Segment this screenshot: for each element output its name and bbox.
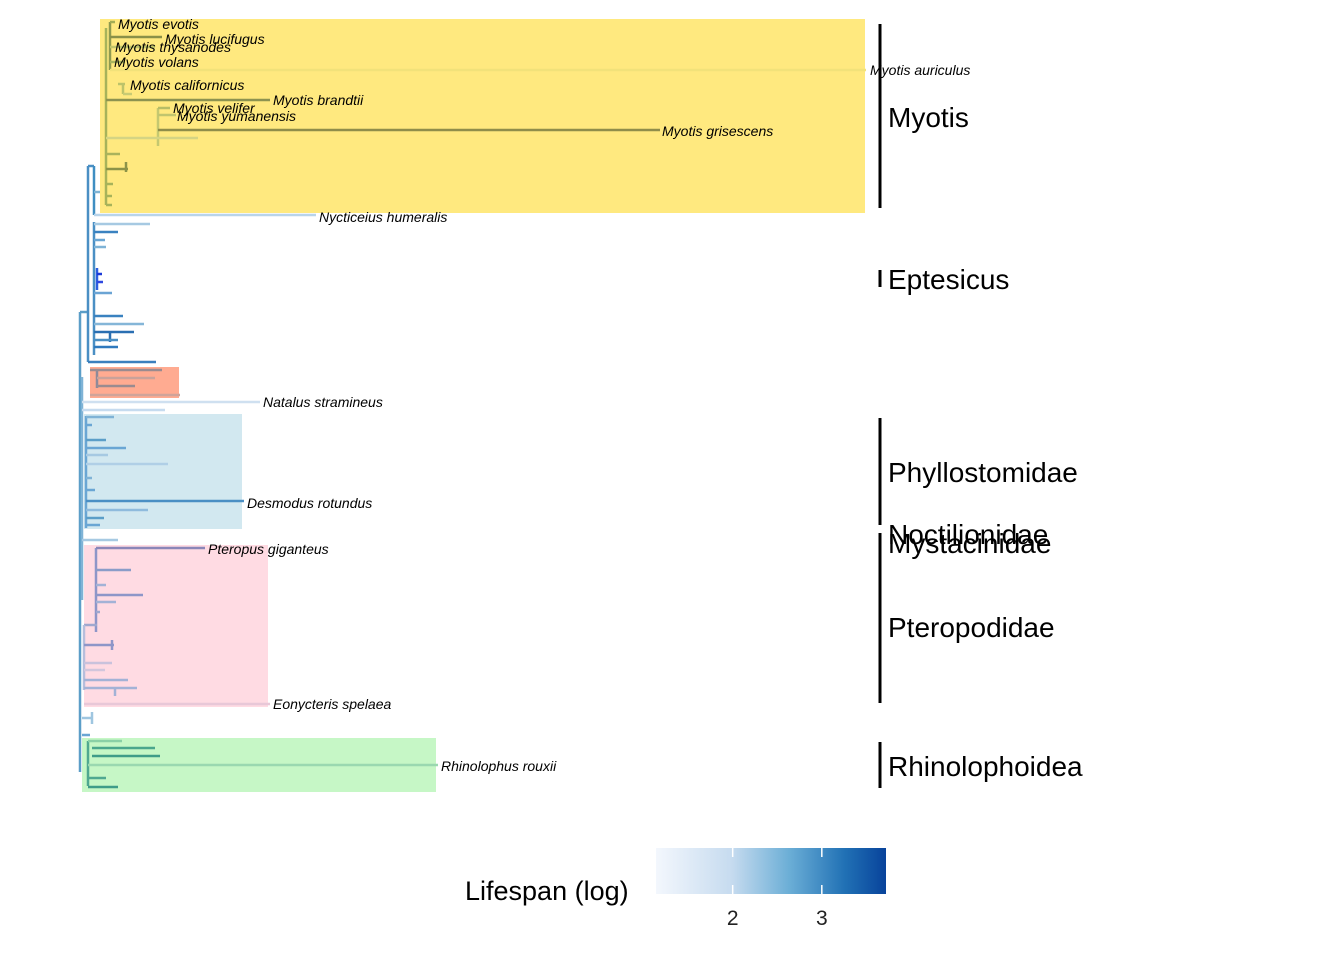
highlight-myotis: [100, 19, 865, 213]
tip-label-myotis-grisescens: Myotis grisescens: [662, 123, 773, 139]
tip-label-myotis-yumanensis: Myotis yumanensis: [177, 108, 296, 124]
tip-label-nycticeius-humeralis: Nycticeius humeralis: [319, 209, 447, 225]
clade-label-pteropodidae: Pteropodidae: [888, 612, 1055, 643]
clade-label-noctilionidae: Noctilionidae: [888, 519, 1048, 550]
clade-label-myotis: Myotis: [888, 102, 969, 133]
tip-label-myotis-auriculus: Myotis auriculus: [870, 62, 970, 78]
tip-label-myotis-thysanodes: Myotis thysanodes: [115, 39, 231, 55]
tip-label-pteropus-giganteus: Pteropus giganteus: [208, 541, 329, 557]
highlight-phyllostomidae: [84, 414, 242, 529]
tip-label-desmodus-rotundus: Desmodus rotundus: [247, 495, 372, 511]
legend-tick-label: 2: [727, 907, 739, 930]
clade-label-eptesicus: Eptesicus: [888, 264, 1009, 295]
tip-label-myotis-volans: Myotis volans: [114, 54, 199, 70]
tip-label-eonycteris-spelaea: Eonycteris spelaea: [273, 696, 392, 712]
tree-branches: [78, 20, 866, 789]
tip-label-myotis-californicus: Myotis californicus: [130, 77, 244, 93]
clade-label-mystacinidae: Mystacinidae: [888, 528, 1051, 559]
tip-label-myotis-evotis: Myotis evotis: [118, 16, 199, 32]
tip-label-myotis-velifer: Myotis velifer: [173, 100, 256, 116]
clade-labels: Myotis Eptesicus Phyllostomidae Noctilio…: [888, 102, 1083, 782]
clade-label-phyllostomidae: Phyllostomidae: [888, 457, 1078, 488]
legend-colorbar: [656, 848, 886, 894]
legend-tick-label: 3: [816, 907, 828, 930]
tip-labels: Myotis evotis Myotis lucifugus Myotis th…: [114, 16, 970, 774]
tip-label-myotis-brandtii: Myotis brandtii: [273, 92, 364, 108]
legend-title: Lifespan (log): [465, 876, 629, 906]
tip-label-rhinolophus-rouxii: Rhinolophus rouxii: [441, 758, 557, 774]
clade-label-rhinolophoidea: Rhinolophoidea: [888, 751, 1083, 782]
tip-label-natalus-stramineus: Natalus stramineus: [263, 394, 383, 410]
tip-label-myotis-lucifugus: Myotis lucifugus: [165, 31, 265, 47]
highlight-small-clade: [90, 367, 179, 398]
